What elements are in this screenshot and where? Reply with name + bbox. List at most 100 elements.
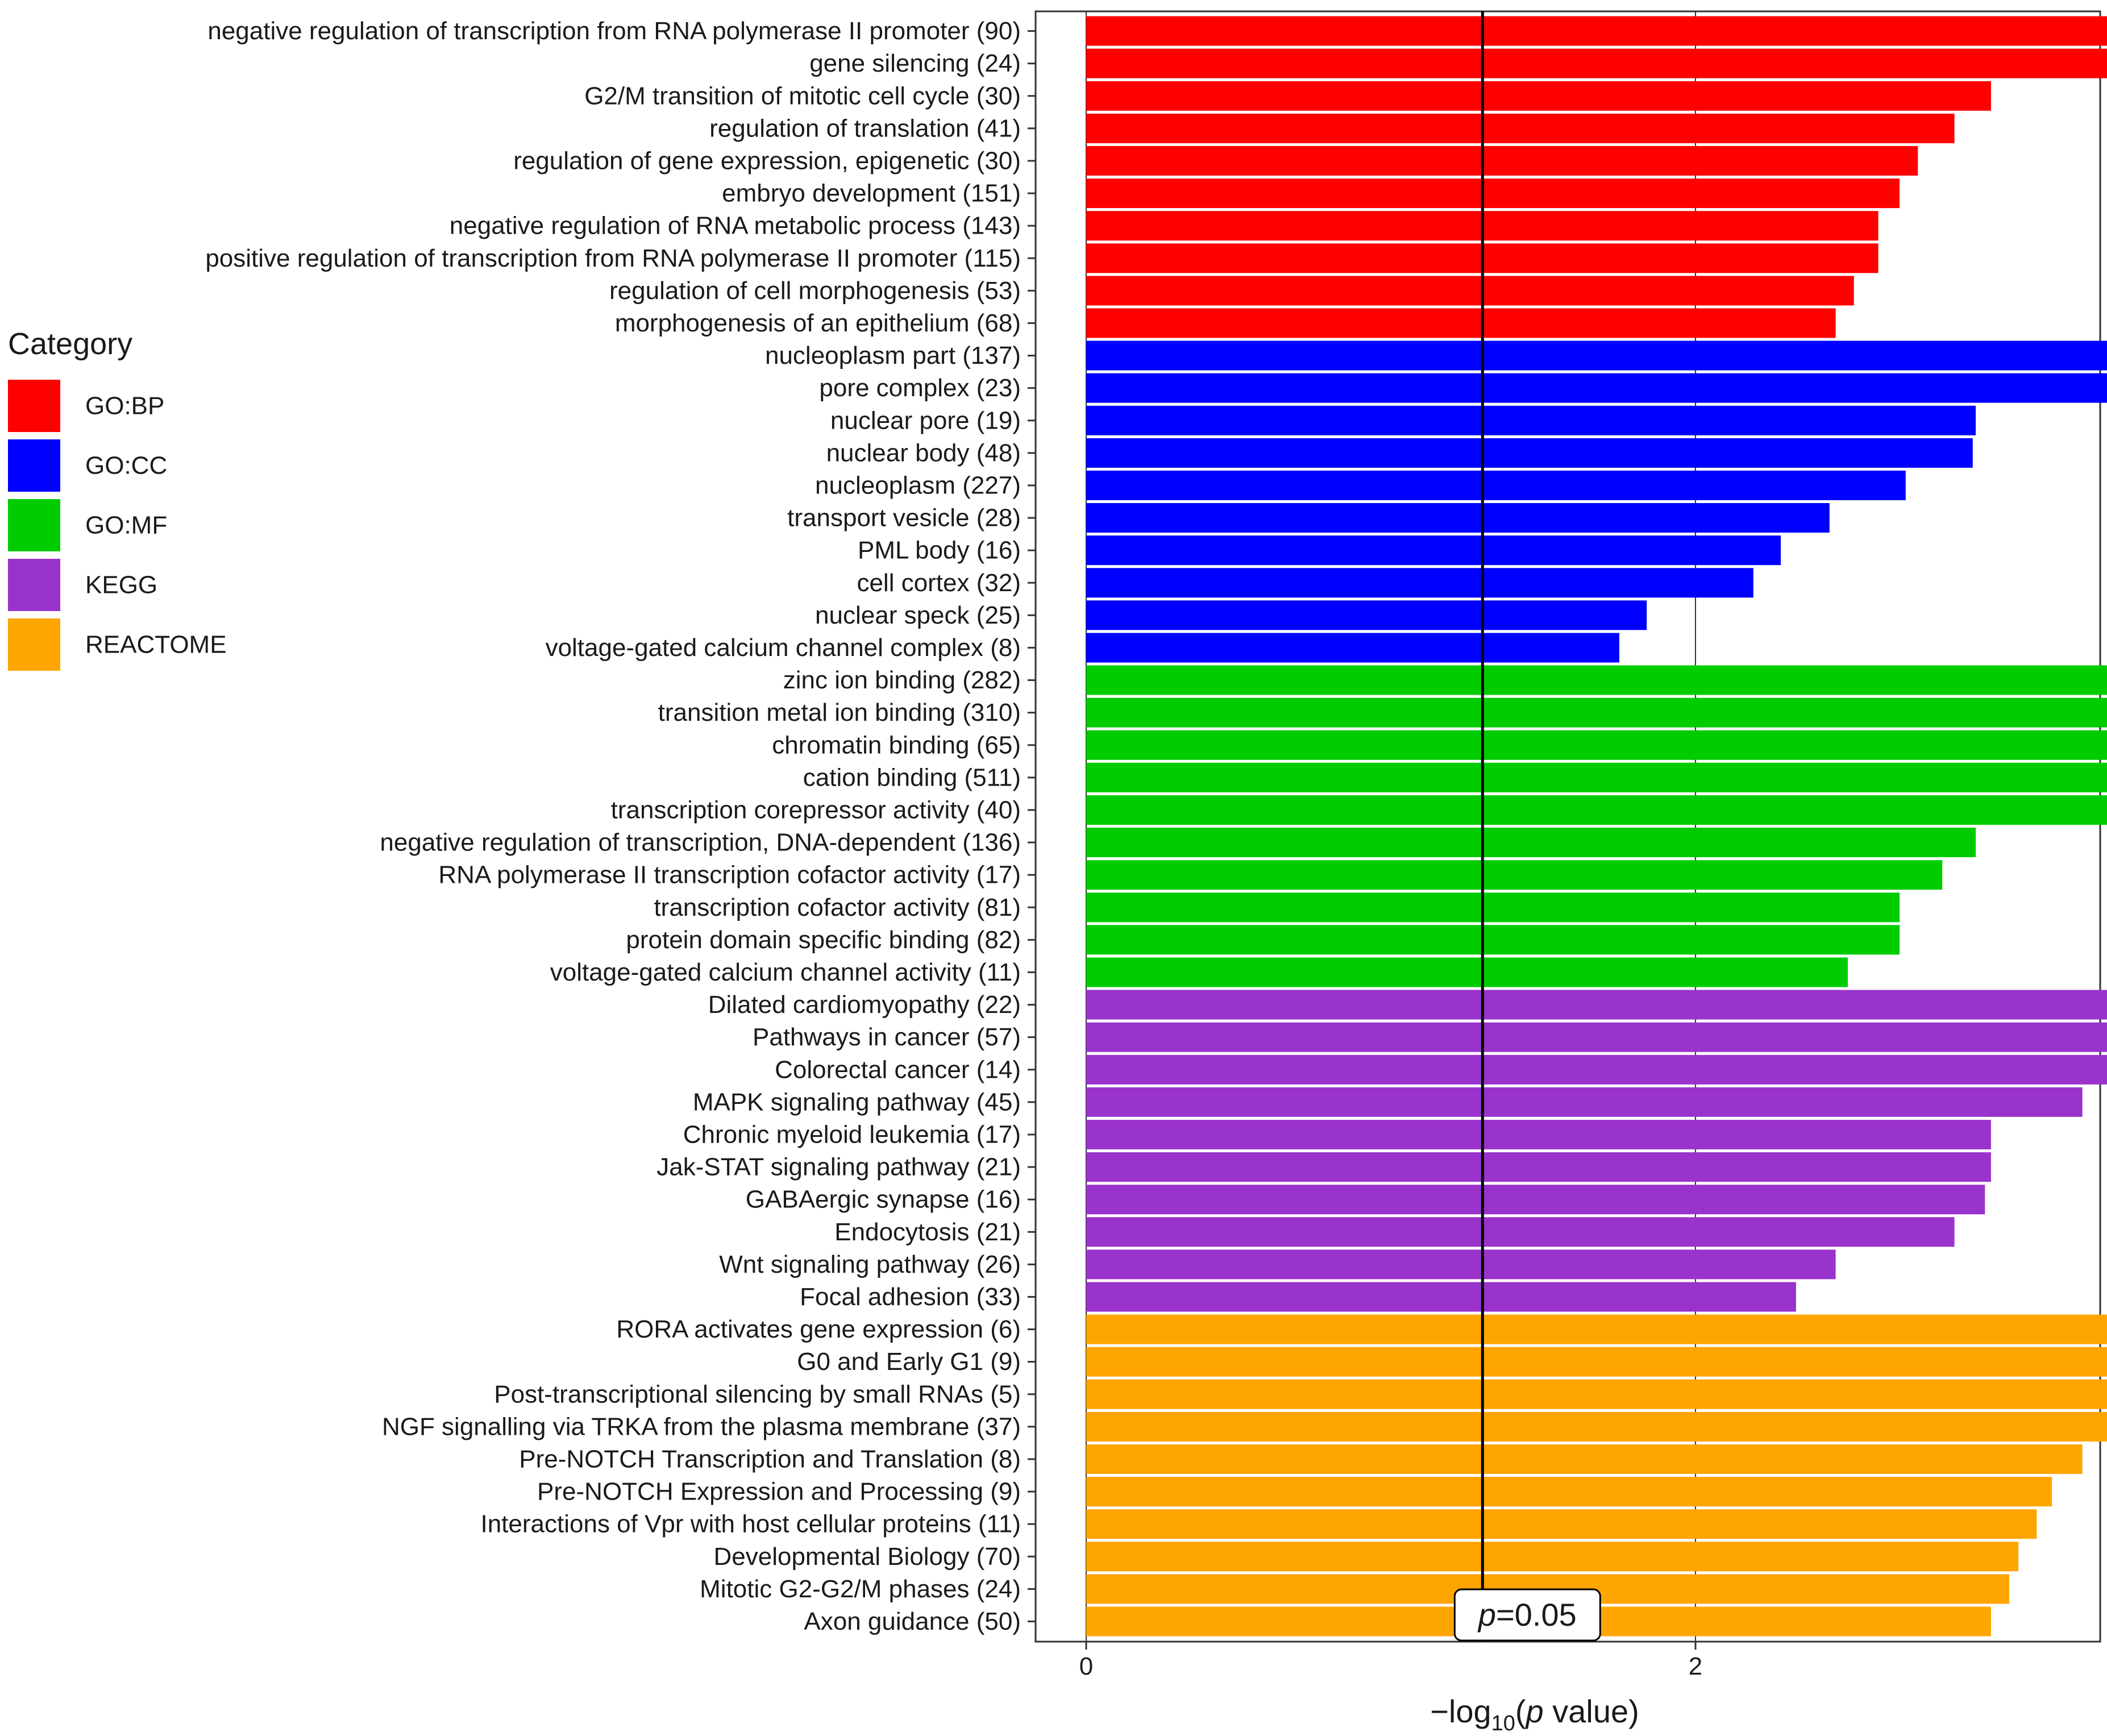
- bar-23: [1086, 730, 2107, 760]
- legend-swatch-go-bp: [8, 380, 60, 432]
- bar-label: Colorectal cancer (14): [775, 1056, 1021, 1083]
- bar-label: Focal adhesion (33): [800, 1283, 1021, 1311]
- bar-label: negative regulation of transcription, DN…: [380, 829, 1021, 857]
- legend-label: REACTOME: [85, 631, 227, 659]
- bar-label: nuclear pore (19): [830, 406, 1021, 434]
- bar-34: [1086, 1087, 2083, 1117]
- threshold: p=0.05: [1453, 11, 1601, 1642]
- bar-41: [1086, 1314, 2107, 1344]
- bar-label: Wnt signaling pathway (26): [719, 1251, 1021, 1278]
- legend-swatch-reactome: [8, 618, 60, 671]
- bar-label: PML body (16): [858, 537, 1021, 564]
- category-labels: negative regulation of transcription fro…: [205, 17, 1036, 1635]
- bar-43: [1086, 1379, 2107, 1409]
- x-axis: 0246: [1079, 1642, 1702, 1680]
- plot-panel-frame: [1034, 10, 2101, 1643]
- legend-label: GO:BP: [85, 392, 164, 420]
- bar-label: Jak-STAT signaling pathway (21): [656, 1153, 1021, 1181]
- bar-label: regulation of translation (41): [709, 114, 1021, 142]
- legend-label: KEGG: [85, 571, 157, 599]
- bar-24: [1086, 762, 2107, 792]
- bar-label: transition metal ion binding (310): [658, 699, 1021, 726]
- bar-38: [1086, 1217, 1955, 1247]
- bar-25: [1086, 795, 2107, 825]
- bar-20: [1086, 633, 1619, 663]
- bar-12: [1086, 373, 2107, 403]
- bar-39: [1086, 1249, 1836, 1280]
- bar-21: [1086, 665, 2107, 695]
- bar-label: nuclear body (48): [826, 439, 1021, 467]
- bar-label: Dilated cardiomyopathy (22): [708, 991, 1021, 1019]
- bar-17: [1086, 535, 1781, 566]
- bar-label: nuclear speck (25): [815, 601, 1021, 629]
- bar-label: nucleoplasm part (137): [765, 342, 1021, 369]
- bar-label: Post-transcriptional silencing by small …: [494, 1380, 1021, 1408]
- bar-label: embryo development (151): [722, 180, 1021, 207]
- bar-27: [1086, 860, 1943, 890]
- bar-11: [1086, 340, 2107, 371]
- bar-9: [1086, 276, 1854, 306]
- bar-label: Interactions of Vpr with host cellular p…: [480, 1510, 1021, 1538]
- legend-swatch-kegg: [8, 559, 60, 611]
- bar-label: zinc ion binding (282): [783, 666, 1021, 694]
- bar-18: [1086, 568, 1753, 598]
- bar-46: [1086, 1477, 2052, 1507]
- bar-label: Pre-NOTCH Transcription and Translation …: [519, 1445, 1021, 1473]
- bar-label: Pathways in cancer (57): [753, 1023, 1021, 1051]
- bar-label: GABAergic synapse (16): [746, 1186, 1021, 1214]
- bar-6: [1086, 178, 1900, 209]
- legend-label: GO:MF: [85, 512, 167, 539]
- bar-label: NGF signalling via TRKA from the plasma …: [382, 1413, 1021, 1440]
- bar-33: [1086, 1054, 2107, 1085]
- bar-48: [1086, 1542, 2019, 1572]
- bar-28: [1086, 892, 1900, 923]
- bar-40: [1086, 1282, 1796, 1312]
- bar-label: negative regulation of RNA metabolic pro…: [450, 212, 1021, 240]
- legend-title: Category: [8, 327, 132, 361]
- bar-label: chromatin binding (65): [772, 731, 1021, 759]
- bar-label: Mitotic G2-G2/M phases (24): [700, 1575, 1021, 1603]
- bar-label: pore complex (23): [819, 374, 1021, 402]
- bar-label: Pre-NOTCH Expression and Processing (9): [537, 1478, 1021, 1506]
- bar-label: negative regulation of transcription fro…: [207, 17, 1021, 45]
- bar-label: Developmental Biology (70): [713, 1543, 1021, 1571]
- bar-label: morphogenesis of an epithelium (68): [615, 309, 1021, 337]
- bar-label: voltage-gated calcium channel activity (…: [550, 958, 1021, 986]
- bar-label: G0 and Early G1 (9): [797, 1348, 1021, 1376]
- legend-swatch-go-mf: [8, 499, 60, 551]
- x-tick-label: 0: [1079, 1652, 1093, 1680]
- bar-label: Axon guidance (50): [804, 1608, 1021, 1635]
- bar-5: [1086, 146, 1918, 176]
- bar-label: transport vesicle (28): [787, 504, 1021, 532]
- legend-swatch-go-cc: [8, 439, 60, 492]
- bar-32: [1086, 1022, 2107, 1052]
- bar-26: [1086, 828, 1976, 857]
- bar-label: regulation of cell morphogenesis (53): [609, 277, 1021, 305]
- bar-label: MAPK signaling pathway (45): [693, 1088, 1021, 1116]
- bar-3: [1086, 81, 1991, 111]
- bar-label: protein domain specific binding (82): [626, 926, 1021, 954]
- bar-47: [1086, 1509, 2037, 1539]
- bar-label: cell cortex (32): [857, 569, 1021, 597]
- bar-16: [1086, 503, 1830, 533]
- bar-15: [1086, 470, 1906, 500]
- bar-29: [1086, 925, 1900, 955]
- bar-label: gene silencing (24): [809, 49, 1021, 77]
- bar-45: [1086, 1444, 2083, 1474]
- bar-37: [1086, 1185, 1985, 1215]
- bar-label: regulation of gene expression, epigeneti…: [513, 147, 1021, 175]
- bar-label: transcription cofactor activity (81): [654, 894, 1021, 921]
- bar-19: [1086, 600, 1647, 630]
- bars: [1086, 16, 2107, 1637]
- bar-4: [1086, 113, 1955, 143]
- bar-label: voltage-gated calcium channel complex (8…: [546, 634, 1021, 662]
- bar-label: RORA activates gene expression (6): [616, 1315, 1021, 1343]
- threshold-label-box: [1453, 1588, 1601, 1642]
- bar-label: positive regulation of transcription fro…: [205, 244, 1021, 272]
- legend: Category GO:BP GO:CC GO:MF KEGG REACTOME: [8, 327, 227, 671]
- bar-label: Chronic myeloid leukemia (17): [683, 1120, 1021, 1148]
- bar-10: [1086, 308, 1836, 338]
- bar-44: [1086, 1411, 2107, 1442]
- bar-label: RNA polymerase II transcription cofactor…: [438, 861, 1021, 889]
